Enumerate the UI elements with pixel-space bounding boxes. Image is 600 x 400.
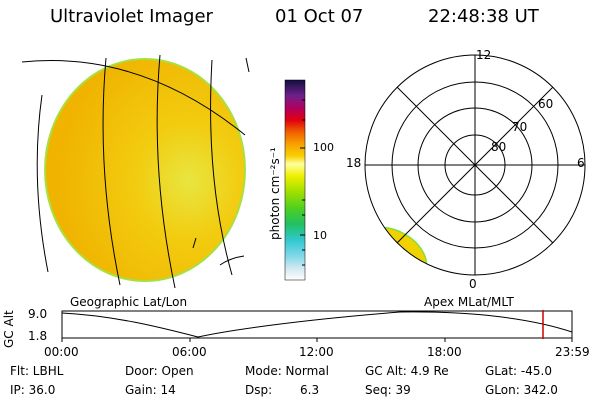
door-status: Door: Open <box>125 364 194 378</box>
filter-status: Flt: LBHL <box>10 364 64 378</box>
orbit-xtick-1800: 18:00 <box>427 345 462 359</box>
gain-status: Gain: 14 <box>125 383 176 397</box>
geo-grid <box>21 54 250 289</box>
mode-status: Mode: Normal <box>245 364 329 378</box>
orbit-plot <box>61 310 573 342</box>
mlt-label-12: 12 <box>476 48 492 62</box>
glat-status: GLat: -45.0 <box>485 364 552 378</box>
colorbar <box>284 79 306 281</box>
mlt-label-18: 18 <box>346 156 362 170</box>
colorbar-tick-100: 100 <box>313 141 334 154</box>
gc-alt-status: GC Alt: 4.9 Re <box>365 364 449 378</box>
lat-label-70: 70 <box>512 120 528 134</box>
ip-status: IP: 36.0 <box>10 383 56 397</box>
lat-label-60: 60 <box>538 97 554 111</box>
glon-status: GLon: 342.0 <box>485 383 558 397</box>
orbit-xtick-0600: 06:00 <box>172 345 207 359</box>
colorbar-tick-10: 10 <box>313 229 327 242</box>
polar-plot <box>364 54 586 276</box>
geographic-panel-label: Geographic Lat/Lon <box>70 295 188 309</box>
orbit-xtick-1200: 12:00 <box>299 345 334 359</box>
uv-image-disk <box>44 58 246 282</box>
apex-panel-label: Apex MLat/MLT <box>424 295 514 309</box>
dsp-value: 6.3 <box>300 383 320 397</box>
lat-label-80: 80 <box>491 140 507 154</box>
date-label: 01 Oct 07 <box>275 6 364 27</box>
seq-status: Seq: 39 <box>365 383 411 397</box>
dsp-label: Dsp: <box>245 383 273 397</box>
app-title: Ultraviolet Imager <box>50 6 213 27</box>
orbit-ylabel: GC Alt <box>2 310 16 348</box>
mlt-label-0: 0 <box>469 277 477 291</box>
mlt-label-6: 6 <box>577 156 585 170</box>
colorbar-unit-label: photon cm⁻²s⁻¹ <box>268 147 282 240</box>
time-label: 22:48:38 UT <box>428 6 539 27</box>
orbit-xtick-0000: 00:00 <box>44 345 79 359</box>
orbit-xtick-2359: 23:59 <box>555 345 590 359</box>
orbit-ytick-max: 9.0 <box>28 307 48 321</box>
orbit-ytick-min: 1.8 <box>28 329 48 343</box>
